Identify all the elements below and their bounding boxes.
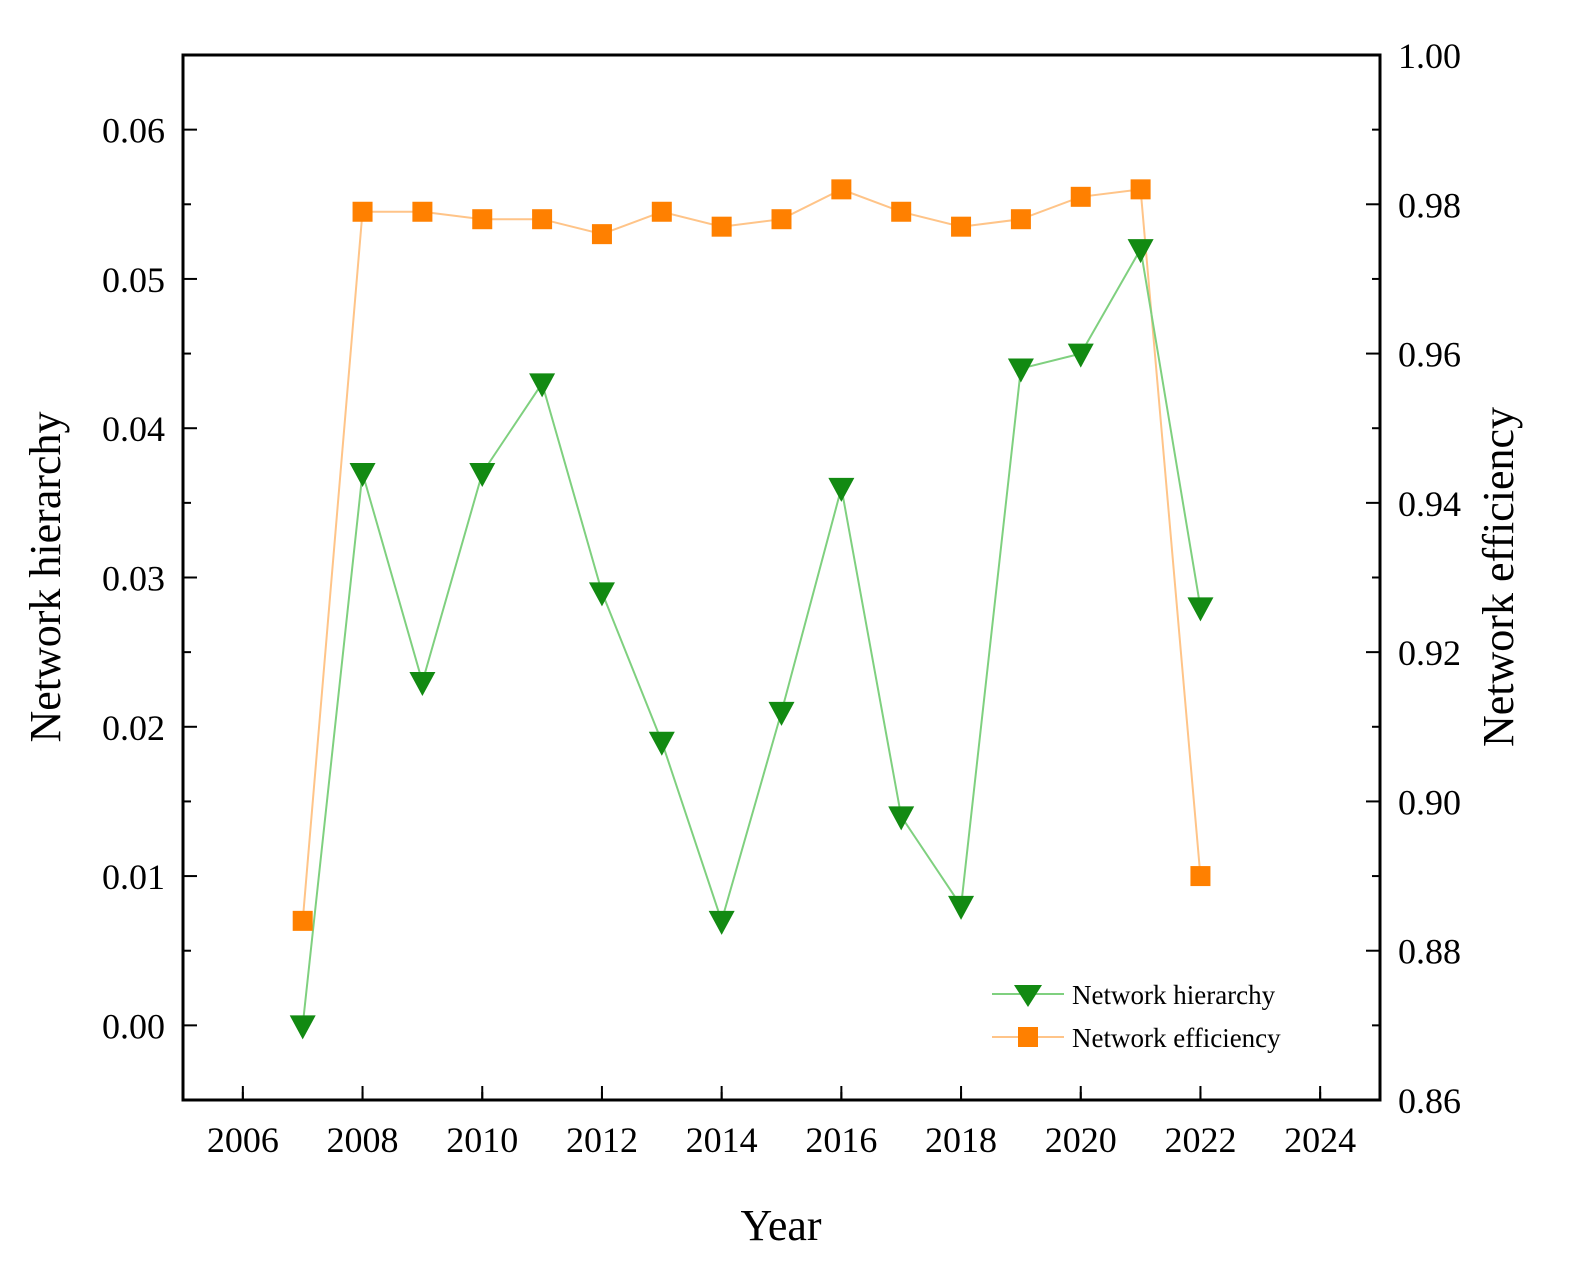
y-right-tick-label-0.86: 0.86 [1398,1081,1461,1121]
point-efficiency-2010 [472,209,493,230]
legend-marker-efficiency [1018,1027,1038,1047]
x-axis-title: Year [740,1201,821,1250]
x-tick-label-2012: 2012 [566,1120,638,1160]
series-markers [289,179,1214,1040]
point-efficiency-2017 [891,201,912,222]
point-hierarchy-2012 [588,582,615,607]
point-efficiency-2015 [771,209,792,230]
point-efficiency-2009 [412,201,433,222]
point-hierarchy-2022 [1187,597,1214,622]
point-hierarchy-2014 [708,910,735,935]
point-hierarchy-2008 [349,463,376,487]
point-efficiency-2020 [1070,186,1091,207]
point-efficiency-2013 [651,201,672,222]
point-hierarchy-2007 [289,1015,316,1040]
point-efficiency-2019 [1010,209,1031,230]
x-tick-label-2024: 2024 [1284,1120,1356,1160]
legend: Network hierarchy Network efficiency [992,980,1281,1053]
point-hierarchy-2017 [888,806,915,831]
left-y-axis-title: Network hierarchy [21,411,70,742]
x-tick-label-2018: 2018 [925,1120,997,1160]
y-left-tick-label-0.03: 0.03 [102,559,165,599]
x-tick-label-2020: 2020 [1045,1120,1117,1160]
point-efficiency-2012 [591,224,612,245]
point-hierarchy-2016 [828,477,855,502]
point-hierarchy-2013 [648,731,675,756]
y-right-tick-label-0.96: 0.96 [1398,335,1461,375]
y-right-tick-label-0.90: 0.90 [1398,782,1461,822]
y-left-tick-label-0.02: 0.02 [102,708,165,748]
point-hierarchy-2009 [409,672,436,696]
y-left-tick-label-0.01: 0.01 [102,857,165,897]
point-hierarchy-2019 [1007,358,1034,383]
y-right-tick-label-1.00: 1.00 [1398,36,1461,76]
right-y-axis-ticks: 0.86 0.88 0.90 0.92 0.94 0.96 0.98 1.00 [1366,36,1461,1121]
y-left-tick-label-0.04: 0.04 [102,409,165,449]
y-right-tick-label-0.92: 0.92 [1398,633,1461,673]
right-y-axis-title: Network efficiency [1474,407,1523,747]
y-left-tick-label-0.05: 0.05 [102,260,165,300]
x-tick-label-2008: 2008 [327,1120,399,1160]
point-efficiency-2008 [352,201,373,222]
series-lines [301,188,1202,1026]
point-efficiency-2022 [1190,866,1211,887]
legend-label-hierarchy: Network hierarchy [1072,980,1276,1010]
x-tick-label-2006: 2006 [207,1120,279,1160]
x-tick-label-2010: 2010 [446,1120,518,1160]
y-left-tick-label-0.00: 0.00 [102,1006,165,1046]
x-tick-label-2022: 2022 [1164,1120,1236,1160]
point-efficiency-2016 [831,179,852,200]
y-left-tick-label-0.06: 0.06 [102,111,165,151]
point-hierarchy-2021 [1127,239,1154,264]
legend-marker-hierarchy [1014,985,1042,1007]
point-hierarchy-2015 [768,701,795,726]
point-hierarchy-2010 [469,463,496,487]
point-hierarchy-2018 [948,895,975,920]
legend-label-efficiency: Network efficiency [1072,1023,1281,1053]
y-right-tick-label-0.94: 0.94 [1398,484,1461,524]
line-efficiency [301,188,1202,921]
y-right-tick-label-0.88: 0.88 [1398,932,1461,972]
point-efficiency-2014 [711,216,732,237]
left-y-axis-ticks: 0.00 0.01 0.02 0.03 0.04 0.05 0.06 [102,54,197,1101]
y-right-tick-label-0.98: 0.98 [1398,185,1461,225]
line-hierarchy [301,246,1202,1026]
x-tick-label-2014: 2014 [686,1120,758,1160]
point-efficiency-2011 [532,209,553,230]
x-axis-ticks: 2006 2008 2010 2012 2014 2016 2018 2020 2022 2024 [207,1086,1356,1160]
x-tick-label-2016: 2016 [805,1120,877,1160]
point-hierarchy-2020 [1067,343,1094,368]
point-efficiency-2007 [292,910,313,931]
point-efficiency-2021 [1130,179,1151,200]
point-hierarchy-2011 [529,373,556,398]
point-efficiency-2018 [951,216,972,237]
